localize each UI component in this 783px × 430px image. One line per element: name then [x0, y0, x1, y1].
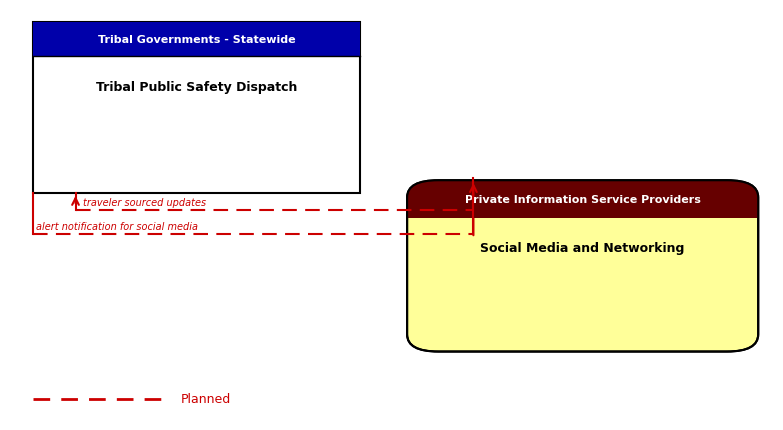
FancyBboxPatch shape — [407, 181, 758, 218]
Bar — [33, 23, 360, 57]
Text: Social Media and Networking: Social Media and Networking — [481, 241, 685, 254]
FancyBboxPatch shape — [407, 181, 758, 352]
Text: traveler sourced updates: traveler sourced updates — [83, 197, 207, 207]
Bar — [407, 200, 758, 218]
Text: alert notification for social media: alert notification for social media — [37, 222, 199, 232]
Text: Tribal Governments - Statewide: Tribal Governments - Statewide — [98, 35, 295, 45]
Bar — [33, 23, 360, 194]
Text: Planned: Planned — [181, 392, 231, 405]
Text: Tribal Public Safety Dispatch: Tribal Public Safety Dispatch — [96, 80, 297, 93]
Text: Private Information Service Providers: Private Information Service Providers — [465, 195, 701, 205]
